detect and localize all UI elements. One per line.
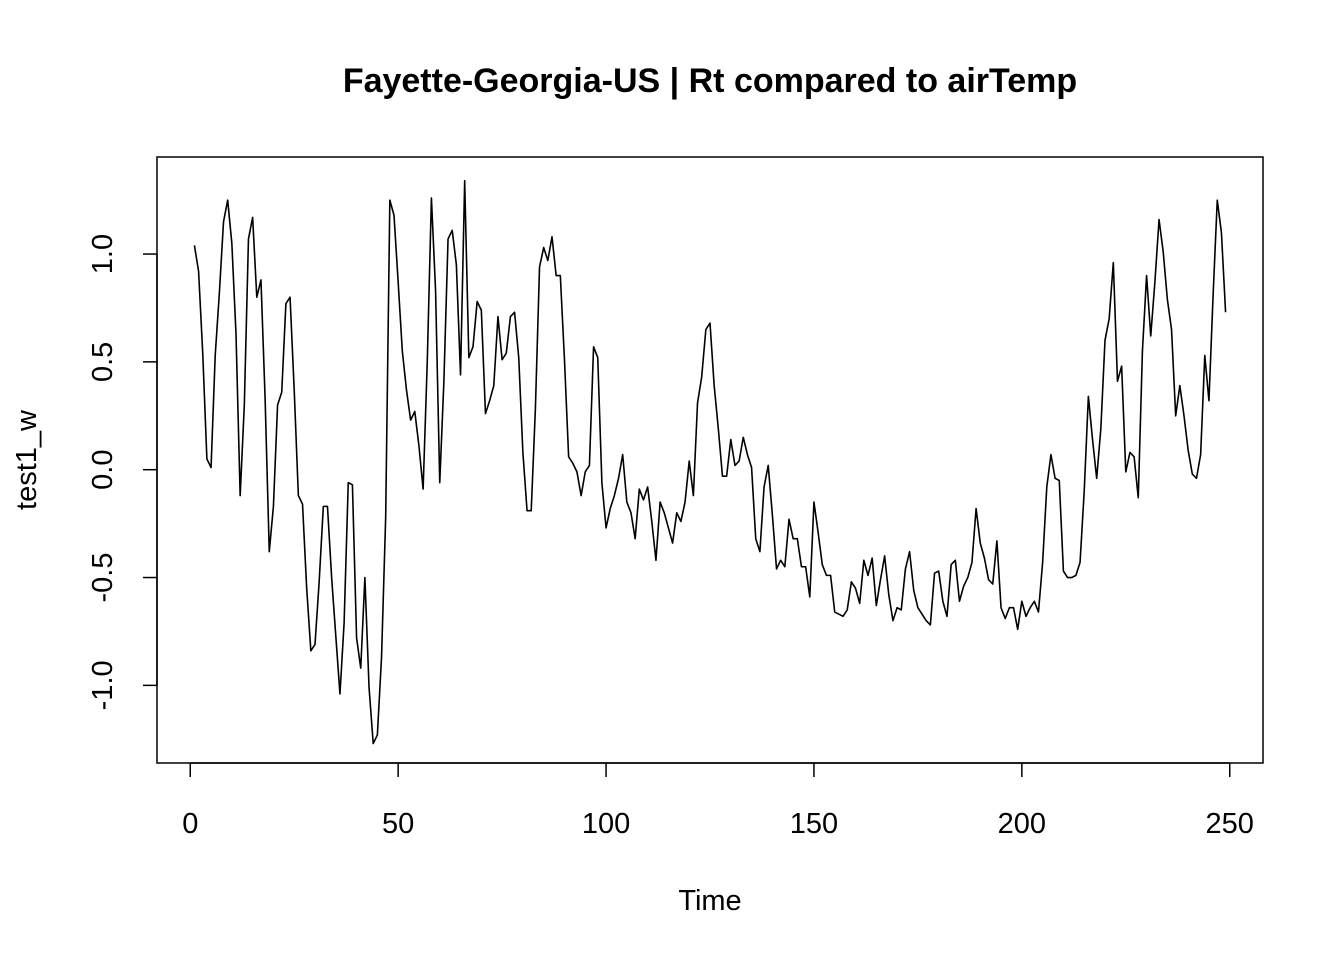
x-axis: 0 50 100 150 200 250 xyxy=(182,762,1254,840)
y-tick-label: 0.5 xyxy=(87,342,119,382)
y-tick-label: -0.5 xyxy=(87,553,119,603)
y-axis: -1.0 -0.5 0.0 0.5 1.0 xyxy=(87,234,158,710)
y-axis-label: test1_w xyxy=(11,409,43,510)
x-tick-label: 250 xyxy=(1206,808,1254,840)
data-layer xyxy=(193,179,1227,745)
chart-title: Fayette-Georgia-US | Rt compared to airT… xyxy=(343,62,1077,100)
x-tick-label: 0 xyxy=(182,808,198,840)
y-tick-label: 0.0 xyxy=(87,450,119,490)
y-tick-label: 1.0 xyxy=(87,234,119,274)
x-axis-label: Time xyxy=(678,885,741,917)
y-tick-label: -1.0 xyxy=(87,660,119,710)
x-tick-label: 200 xyxy=(998,808,1046,840)
series-line xyxy=(193,179,1227,745)
x-tick-label: 150 xyxy=(790,808,838,840)
x-tick-label: 100 xyxy=(582,808,630,840)
x-tick-label: 50 xyxy=(382,808,414,840)
